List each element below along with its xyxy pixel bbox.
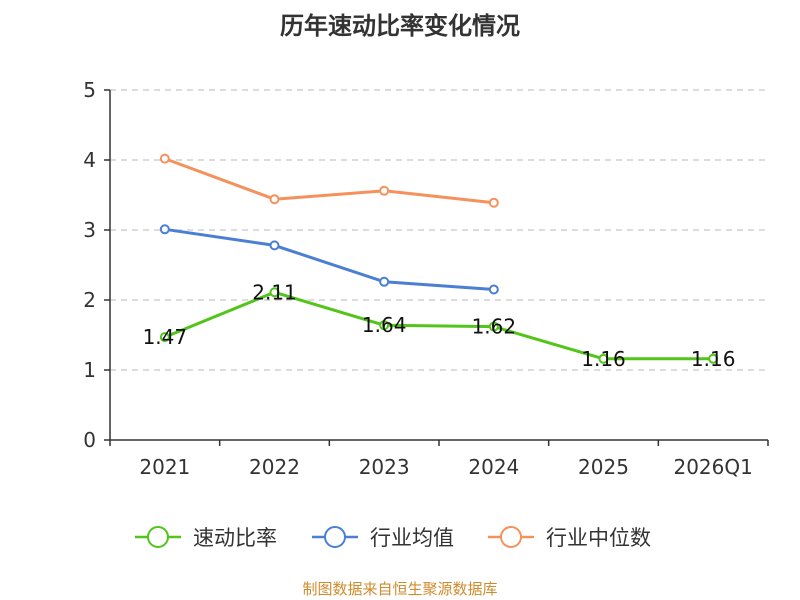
y-tick-label: 0 [83,428,96,452]
legend-label-行业中位数[interactable]: 行业中位数 [546,526,651,550]
data-labels: 1.47 2.11 1.64 1.62 1.16 1.16 [143,280,736,371]
legend: 速动比率 行业均值 行业中位数 [135,526,651,550]
legend-label-速动比率[interactable]: 速动比率 [193,526,277,550]
data-label: 1.64 [362,313,407,337]
x-tick-label-2024: 2024 [468,455,519,479]
legend-marker-行业均值[interactable] [324,526,346,548]
data-label: 1.62 [472,315,517,339]
data-point-速动比率[interactable] [159,332,170,343]
series-line-行业均值 [164,227,494,291]
x-tick-label-2022: 2022 [249,455,300,479]
source-note: 制图数据来自恒生聚源数据库 [302,580,498,598]
data-point-行业中位数[interactable] [269,194,280,205]
x-tick-label-2023: 2023 [359,455,410,479]
series-line-速动比率 [164,290,714,361]
gridlines [110,89,768,371]
data-point-行业均值[interactable] [379,276,390,287]
y-tick-label: 4 [83,148,96,172]
data-point-速动比率[interactable] [269,287,280,298]
data-label: 1.16 [691,347,736,371]
data-point-行业中位数[interactable] [379,185,390,196]
data-point-行业中位数[interactable] [159,153,170,164]
data-point-速动比率[interactable] [488,321,499,332]
data-point-速动比率[interactable] [708,353,719,364]
data-point-行业均值[interactable] [269,240,280,251]
data-point-行业均值[interactable] [159,224,170,235]
x-tick-label-2021: 2021 [139,455,190,479]
data-point-行业均值[interactable] [488,284,499,295]
data-point-速动比率[interactable] [379,320,390,331]
series-line-行业中位数 [164,157,494,205]
data-label: 1.47 [143,325,188,349]
chart-title: 历年速动比率变化情况 [280,12,520,40]
legend-marker-行业中位数[interactable] [500,526,522,548]
data-point-速动比率[interactable] [598,353,609,364]
data-label: 1.16 [581,347,626,371]
legend-label-行业均值[interactable]: 行业均值 [370,526,454,550]
y-tick-label: 2 [83,288,96,312]
x-tick-label-2026Q1: 2026Q1 [673,455,752,479]
y-tick-label: 3 [83,218,96,242]
data-label: 2.11 [252,280,297,304]
y-tick-label: 1 [83,358,96,382]
series [159,153,719,364]
y-tick-label: 5 [83,78,96,102]
axes: 0 1 2 3 4 5 2021 2022 2023 2024 2025 2026Q1 [83,78,769,479]
x-tick-label-2025: 2025 [578,455,629,479]
data-point-行业中位数[interactable] [488,197,499,208]
legend-marker-速动比率[interactable] [147,526,169,548]
